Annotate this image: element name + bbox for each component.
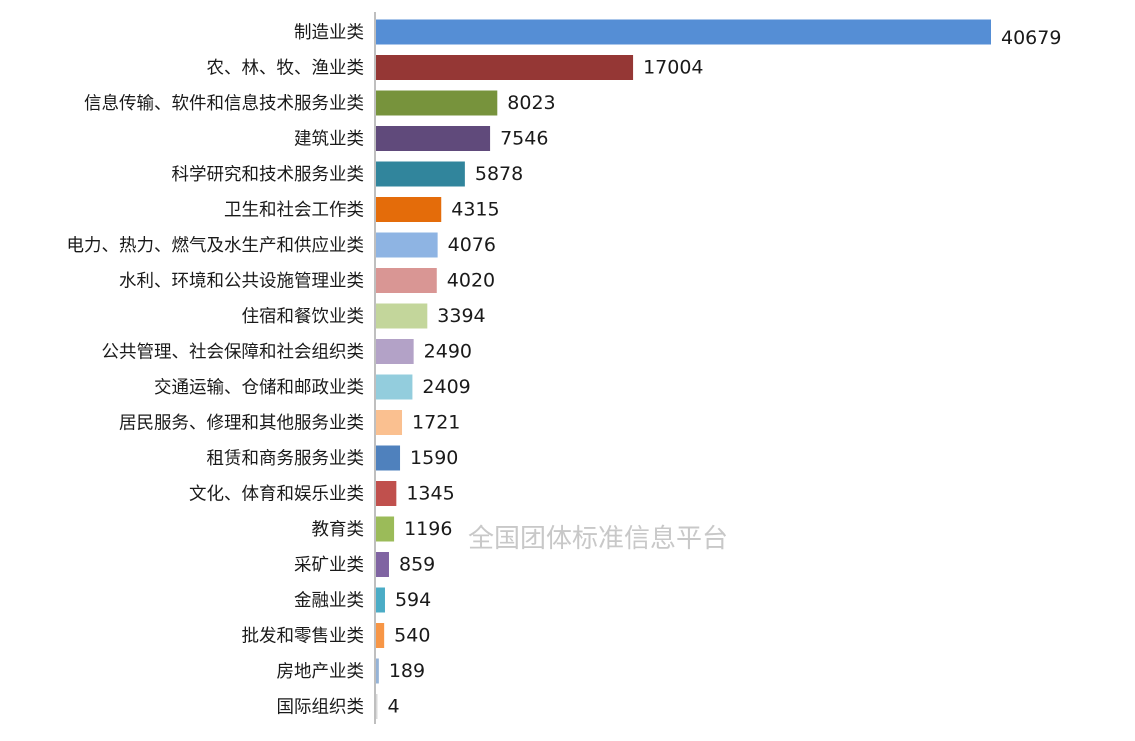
category-label: 建筑业类: [294, 130, 364, 150]
value-label: 1721: [412, 412, 460, 434]
bar: [376, 126, 491, 151]
bar: [376, 19, 991, 45]
category-label: 采矿业类: [294, 556, 364, 576]
category-label: 国际组织类: [277, 698, 365, 718]
watermark-text: 全国团体标准信息平台: [468, 524, 729, 554]
value-label: 7546: [500, 128, 548, 150]
category-label: 科学研究和技术服务业类: [172, 165, 365, 185]
value-label: 4: [388, 696, 400, 718]
bar: [376, 339, 414, 364]
category-label: 制造业类: [294, 23, 364, 43]
category-labels: 制造业类农、林、牧、渔业类信息传输、软件和信息技术服务业类建筑业类科学研究和技术…: [67, 23, 365, 718]
bar: [376, 658, 379, 684]
bar: [376, 55, 634, 80]
bar: [376, 374, 413, 400]
bar: [376, 623, 385, 648]
bars: [376, 19, 991, 719]
category-label: 房地产业类: [277, 662, 365, 682]
category-label: 水利、环境和公共设施管理业类: [119, 272, 364, 292]
value-label: 2409: [422, 376, 470, 398]
value-labels: 40679 17004 8023 7546 5878 4315 4076 4020 3394 24…: [388, 27, 1062, 718]
category-label: 公共管理、社会保障和社会组织类: [102, 343, 365, 363]
bar: [376, 268, 437, 293]
value-label: 5878: [475, 163, 523, 185]
value-label: 859: [399, 554, 435, 576]
bar: [376, 587, 385, 613]
bar: [376, 90, 498, 116]
value-label: 189: [389, 660, 425, 682]
category-label: 教育类: [312, 520, 365, 540]
category-label: 批发和零售业类: [242, 627, 365, 647]
value-label: 4076: [448, 234, 496, 256]
bar: [376, 232, 438, 258]
bar: [376, 303, 428, 329]
category-label: 交通运输、仓储和邮政业类: [154, 378, 364, 398]
category-label: 金融业类: [294, 591, 364, 611]
category-label: 居民服务、修理和其他服务业类: [119, 414, 364, 434]
bar: [376, 410, 403, 435]
value-label: 1196: [404, 518, 452, 540]
bar: [376, 552, 389, 577]
category-label: 租赁和商务服务业类: [207, 449, 365, 469]
category-label: 文化、体育和娱乐业类: [189, 485, 364, 505]
value-label: 17004: [643, 57, 703, 79]
category-label: 信息传输、软件和信息技术服务业类: [84, 94, 364, 114]
category-label: 卫生和社会工作类: [224, 201, 364, 221]
value-label: 2490: [424, 341, 472, 363]
value-label: 3394: [437, 305, 485, 327]
bar: [376, 481, 397, 506]
value-label: 4315: [451, 199, 499, 221]
category-label: 农、林、牧、渔业类: [207, 59, 365, 79]
bar: [376, 197, 442, 222]
value-label: 4020: [447, 270, 495, 292]
value-label: 1590: [410, 447, 458, 469]
bar: [376, 161, 465, 187]
category-label: 电力、热力、燃气及水生产和供应业类: [67, 236, 365, 256]
category-label: 住宿和餐饮业类: [242, 307, 365, 327]
value-label: 40679: [1001, 27, 1061, 49]
value-label: 594: [395, 589, 431, 611]
value-label: 1345: [406, 483, 454, 505]
bar: [376, 694, 378, 719]
value-label: 8023: [507, 92, 555, 114]
bar: [376, 445, 401, 471]
bar: [376, 516, 395, 542]
value-label: 540: [394, 625, 430, 647]
